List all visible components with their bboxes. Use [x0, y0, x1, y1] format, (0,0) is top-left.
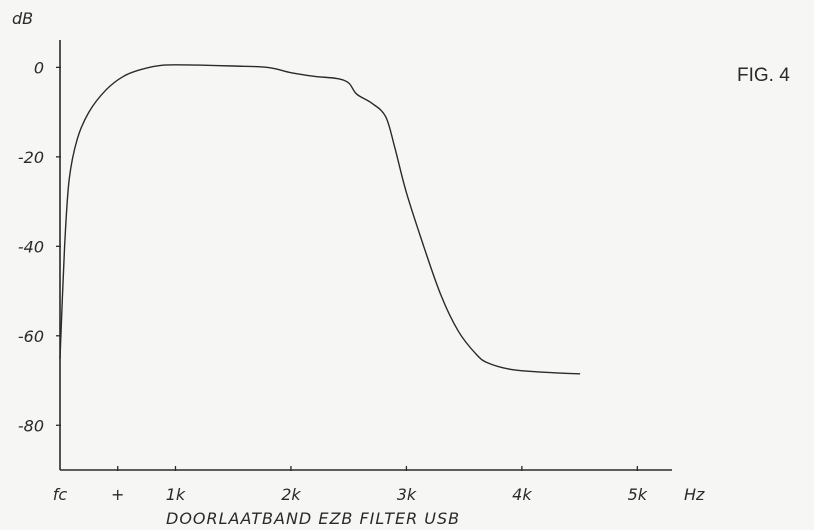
- series-line: [59, 64, 581, 375]
- tick-marks: [56, 66, 639, 471]
- x-tick-label: 5k: [628, 485, 648, 504]
- x-axis-label: Hz: [684, 485, 705, 504]
- y-axis-label: dB: [12, 9, 33, 28]
- axes: [59, 40, 672, 471]
- tick-labels: 0 -20 -40 -60 -80 fc +1k 2k 3k 4k 5k: [18, 58, 648, 504]
- y-tick-label: 0: [34, 58, 44, 77]
- x-tick-label: 1k: [166, 485, 186, 504]
- x-tick-label: 2k: [281, 485, 301, 504]
- x-tick-label: +: [111, 485, 124, 504]
- y-tick-label: -20: [18, 148, 44, 167]
- x-tick-label: 4k: [512, 485, 532, 504]
- y-tick-label: -40: [18, 237, 44, 256]
- chart-caption: DOORLAATBAND EZB FILTER USB: [166, 509, 460, 528]
- y-tick-label: -60: [18, 327, 44, 346]
- y-tick-label: -80: [18, 416, 44, 435]
- x-tick-label: fc: [53, 485, 68, 504]
- figure-label: FIG. 4: [737, 65, 790, 86]
- x-tick-label: 3k: [397, 485, 417, 504]
